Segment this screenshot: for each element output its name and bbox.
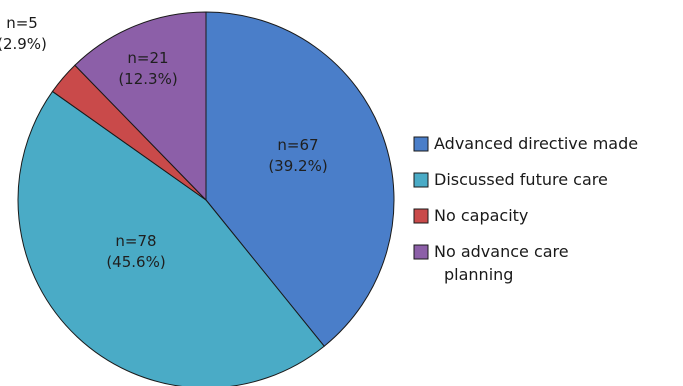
legend-swatch-discussed-future-care xyxy=(413,172,429,188)
pie-slice-no-advance-care-planning xyxy=(74,11,207,202)
slice-count-label-discussed-future-care: n=78 xyxy=(115,232,156,250)
pie-slice-advanced-directive-made xyxy=(205,11,395,347)
legend-label-no-advance-care-planning-line-1: No advance care xyxy=(434,242,569,261)
slice-count-label-advanced-directive-made: n=67 xyxy=(277,136,318,154)
legend-swatch-no-advance-care-planning xyxy=(413,244,429,260)
slice-percent-label-no-capacity: (2.9%) xyxy=(0,35,47,53)
slice-percent-label-no-advance-care-planning: (12.3%) xyxy=(118,70,177,88)
slice-percent-label-discussed-future-care: (45.6%) xyxy=(106,253,165,271)
legend-label-no-advance-care-planning-line-2: planning xyxy=(444,265,513,284)
slice-percent-label-advanced-directive-made: (39.2%) xyxy=(268,157,327,175)
legend-swatch-no-capacity xyxy=(413,208,429,224)
legend-swatch-advanced-directive-made xyxy=(413,136,429,152)
legend-label-advanced-directive-made: Advanced directive made xyxy=(434,134,638,153)
pie-slice-discussed-future-care xyxy=(17,90,325,386)
legend-label-no-capacity: No capacity xyxy=(434,206,528,225)
slice-count-label-no-advance-care-planning: n=21 xyxy=(127,49,168,67)
slice-count-label-no-capacity: n=5 xyxy=(6,14,38,32)
legend-label-discussed-future-care: Discussed future care xyxy=(434,170,608,189)
